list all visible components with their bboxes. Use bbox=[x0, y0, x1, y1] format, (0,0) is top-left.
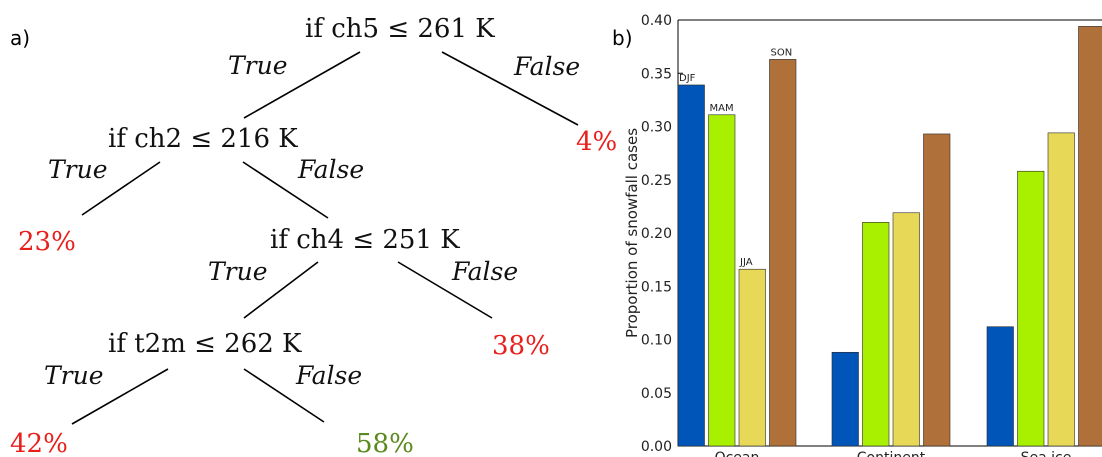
bar-mam-continent bbox=[862, 222, 890, 447]
edge-node3-true bbox=[243, 261, 319, 319]
leaf-node4-false: 58% bbox=[356, 429, 414, 457]
edge-node4-true bbox=[71, 368, 169, 425]
bar-jja-ocean bbox=[738, 268, 766, 447]
panel-a-label: a) bbox=[10, 26, 30, 50]
tree-root-node: if ch5 ≤ 261 K bbox=[305, 14, 495, 44]
leaf-node3-false: 38% bbox=[492, 331, 550, 361]
edge-node3-false bbox=[397, 261, 493, 319]
branch-label-node2-false: False bbox=[297, 155, 364, 184]
bar-djf-ocean bbox=[677, 84, 705, 447]
category-label-continent: Continent bbox=[857, 450, 926, 457]
edge-root-true bbox=[243, 51, 361, 119]
y-tick-label: 0.20 bbox=[641, 226, 672, 242]
series-label-jja: JJA bbox=[739, 257, 753, 268]
edge-node4-false bbox=[243, 368, 325, 423]
series-label-son: SON bbox=[771, 47, 793, 58]
panel-b-label: b) bbox=[612, 26, 633, 50]
branch-label-root-false: False bbox=[513, 52, 580, 81]
y-axis-label: Proportion of snowfall cases bbox=[623, 128, 641, 338]
category-label-ocean: Ocean bbox=[715, 450, 760, 457]
edge-root-false bbox=[441, 51, 579, 126]
bar-mam-sea-ice bbox=[1017, 170, 1045, 447]
leaf-node4-true: 42% bbox=[10, 429, 68, 457]
y-tick-label: 0.00 bbox=[641, 439, 672, 455]
bar-son-ocean bbox=[769, 59, 797, 447]
leaf-root-false: 4% bbox=[576, 127, 617, 157]
y-tick-label: 0.40 bbox=[641, 13, 672, 29]
bar-jja-sea-ice bbox=[1047, 132, 1075, 447]
branch-label-node3-false: False bbox=[451, 257, 518, 286]
branch-label-node3-true: True bbox=[208, 257, 268, 286]
bar-djf-continent bbox=[831, 351, 859, 447]
category-label-sea-ice: Sea ice bbox=[1021, 450, 1072, 457]
y-tick-label: 0.05 bbox=[641, 386, 672, 402]
series-label-mam: MAM bbox=[710, 103, 734, 114]
bar-son-sea-ice bbox=[1078, 26, 1102, 447]
y-tick-label: 0.15 bbox=[641, 279, 672, 295]
tree-node-ch2: if ch2 ≤ 216 K bbox=[108, 124, 298, 154]
y-tick-label: 0.35 bbox=[641, 66, 672, 82]
bar-jja-continent bbox=[892, 212, 920, 447]
branch-label-root-true: True bbox=[228, 51, 288, 80]
tree-node-t2m: if t2m ≤ 262 K bbox=[108, 329, 302, 359]
bar-mam-ocean bbox=[708, 114, 736, 447]
edge-node2-true bbox=[81, 161, 161, 216]
chart-plot-area: 0.00 0.05 0.10 0.15 0.20 0.25 0.30 0.35 0.40 DJF M… bbox=[641, 13, 1102, 457]
bar-djf-sea-ice bbox=[986, 326, 1014, 447]
bar-son-continent bbox=[923, 133, 951, 447]
y-tick-label: 0.25 bbox=[641, 173, 672, 189]
series-label-djf: DJF bbox=[679, 73, 696, 84]
branch-label-node2-true: True bbox=[48, 155, 108, 184]
branch-label-node4-true: True bbox=[44, 361, 104, 390]
tree-node-ch4: if ch4 ≤ 251 K bbox=[270, 225, 460, 255]
y-tick-label: 0.30 bbox=[641, 120, 672, 136]
bar-chart-panel: b) Proportion of snowfall cases 0.00 0.05… bbox=[612, 13, 1102, 457]
decision-tree-panel: a) if ch5 ≤ 261 K if ch2 ≤ 216 K if ch4 … bbox=[10, 14, 617, 457]
leaf-node2-true: 23% bbox=[18, 227, 76, 257]
branch-label-node4-false: False bbox=[295, 361, 362, 390]
edge-node2-false bbox=[242, 161, 329, 219]
y-tick-label: 0.10 bbox=[641, 333, 672, 349]
